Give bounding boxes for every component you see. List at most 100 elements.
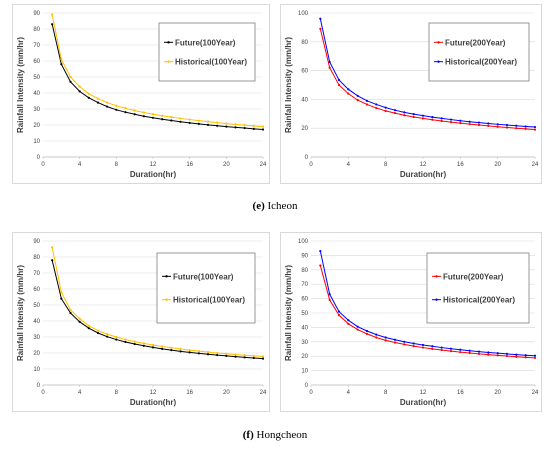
- data-point: [179, 120, 182, 123]
- data-point: [106, 105, 109, 108]
- y-tick-label: 60: [301, 297, 308, 303]
- legend-box: [428, 22, 530, 82]
- data-point: [440, 346, 443, 349]
- data-point: [170, 349, 173, 352]
- data-point: [505, 354, 509, 358]
- data-point: [356, 94, 359, 97]
- data-point: [440, 119, 443, 123]
- data-point: [459, 351, 462, 354]
- data-point: [78, 320, 81, 323]
- y-tick-label: 90: [33, 239, 40, 245]
- data-point: [505, 352, 509, 355]
- data-point: [206, 120, 210, 123]
- data-point: [234, 353, 237, 356]
- caption-label: (e): [252, 200, 265, 212]
- data-point: [261, 128, 265, 131]
- y-tick-label: 40: [33, 91, 40, 97]
- data-point: [115, 338, 118, 341]
- data-point: [440, 117, 443, 120]
- data-point: [328, 298, 331, 302]
- data-point: [60, 297, 63, 300]
- data-point: [69, 308, 72, 311]
- data-point: [403, 343, 406, 346]
- data-point: [487, 122, 490, 125]
- data-point: [365, 103, 369, 106]
- data-point: [505, 126, 509, 129]
- data-point: [356, 99, 359, 102]
- data-point: [142, 115, 145, 118]
- y-tick-label: 70: [33, 43, 40, 49]
- data-point: [337, 83, 341, 87]
- data-point: [188, 349, 191, 352]
- data-point: [234, 126, 237, 129]
- legend-marker: [167, 41, 170, 44]
- y-tick-label: 100: [298, 11, 309, 17]
- y-tick-label: 80: [301, 40, 308, 46]
- data-point: [234, 123, 237, 126]
- x-tick-label: 20: [223, 162, 230, 168]
- y-tick-label: 40: [301, 97, 308, 103]
- data-point: [468, 120, 471, 123]
- series-line-1: [51, 14, 264, 128]
- data-point: [421, 343, 425, 347]
- legend-marker: [435, 275, 438, 278]
- y-axis-title: Rainfall Intensity (mm/hr): [284, 265, 293, 361]
- x-tick-label: 12: [150, 162, 157, 168]
- x-tick-label: 12: [420, 390, 427, 396]
- data-point: [319, 249, 322, 253]
- data-point: [51, 259, 54, 262]
- data-point: [60, 291, 63, 294]
- y-tick-label: 10: [301, 369, 308, 375]
- legend-label: Historical(200Year): [445, 58, 517, 67]
- data-point: [375, 103, 378, 106]
- data-point: [170, 119, 173, 122]
- x-tick-label: 8: [115, 390, 119, 396]
- data-point: [96, 331, 100, 335]
- data-point: [216, 351, 219, 355]
- legend-box: [426, 252, 530, 324]
- data-point: [412, 115, 415, 119]
- data-point: [161, 345, 164, 348]
- data-point: [161, 114, 164, 117]
- data-point: [496, 354, 499, 357]
- data-point: [412, 342, 415, 345]
- y-tick-label: 100: [298, 239, 309, 245]
- data-point: [319, 264, 322, 267]
- data-point: [87, 96, 90, 99]
- data-point: [78, 85, 81, 88]
- data-point: [197, 352, 200, 355]
- x-tick-label: 12: [150, 390, 157, 396]
- x-tick-label: 16: [457, 390, 464, 396]
- x-tick-label: 4: [78, 390, 82, 396]
- data-point: [384, 336, 387, 339]
- data-point: [459, 122, 462, 125]
- data-point: [384, 109, 387, 113]
- data-point: [261, 357, 265, 360]
- chart-panel-hongcheon-100: 0 10 20 30 40 50 60 70 80 90 0 4 8 12 16 20 24 Duration(h…: [12, 232, 270, 412]
- data-point: [403, 111, 406, 114]
- y-tick-label: 40: [301, 325, 308, 331]
- data-point: [319, 27, 322, 30]
- data-point: [197, 349, 200, 353]
- data-point: [524, 127, 527, 131]
- data-point: [216, 121, 219, 124]
- data-point: [449, 347, 453, 350]
- legend-marker: [165, 298, 168, 301]
- data-point: [243, 126, 246, 130]
- data-point: [459, 119, 462, 122]
- data-point: [347, 319, 350, 322]
- data-point: [96, 97, 100, 100]
- x-axis-title: Duration(hr): [130, 398, 177, 407]
- data-point: [477, 121, 481, 124]
- data-point: [347, 92, 350, 95]
- y-tick-label: 90: [33, 11, 40, 17]
- data-point: [161, 347, 164, 350]
- data-point: [179, 350, 182, 353]
- y-tick-label: 20: [33, 351, 40, 357]
- data-point: [206, 353, 210, 356]
- x-axis-title: Duration(hr): [130, 170, 177, 179]
- x-axis-title: Duration(hr): [400, 170, 447, 179]
- legend-marker: [165, 275, 168, 278]
- legend-label: Future(100Year): [175, 38, 236, 47]
- data-point: [468, 123, 471, 126]
